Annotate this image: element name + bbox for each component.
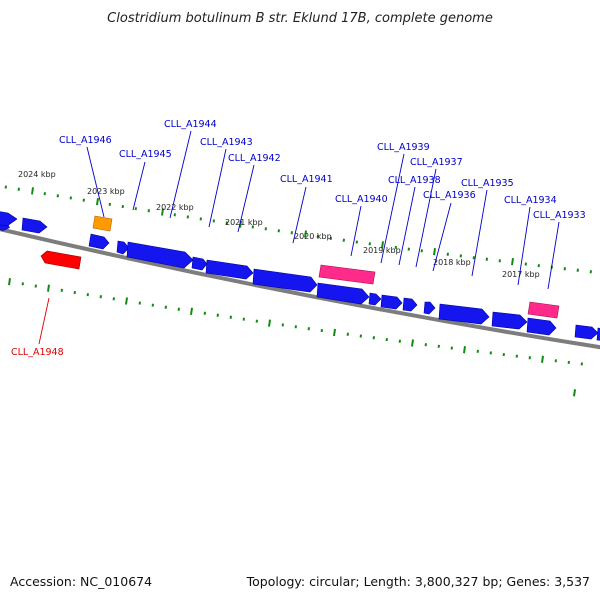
leader-line bbox=[432, 202, 452, 272]
gene-label: CLL_A1944 bbox=[164, 119, 217, 130]
leader-line bbox=[415, 168, 437, 268]
gene-cds bbox=[526, 317, 557, 336]
leader-line bbox=[398, 186, 416, 266]
gene-cds bbox=[116, 240, 130, 255]
scale-labels: 2024 kbp 2023 kbp 2022 kbp 2021 kbp 2020… bbox=[18, 170, 540, 279]
inner-minor-ticks bbox=[21, 282, 583, 366]
gene-cds bbox=[574, 324, 599, 340]
reverse-strand-features bbox=[40, 250, 82, 270]
leader-line bbox=[350, 205, 362, 257]
gene-cds bbox=[88, 233, 110, 250]
scale-label: 2022 kbp bbox=[156, 203, 194, 212]
gene-label: CLL_A1936 bbox=[423, 190, 476, 201]
scale-label: 2018 kbp bbox=[433, 258, 471, 267]
gene-cds bbox=[126, 241, 194, 269]
rna-features bbox=[92, 215, 560, 319]
gene-cds bbox=[491, 311, 528, 330]
map-title: Clostridium botulinum B str. Eklund 17B,… bbox=[107, 11, 493, 26]
gene-cds bbox=[380, 294, 403, 310]
gene-cds bbox=[438, 303, 490, 325]
label-leaders bbox=[86, 130, 560, 290]
gene-labels: CLL_A1946 CLL_A1945 CLL_A1944 CLL_A1943 … bbox=[11, 119, 586, 358]
leader-line bbox=[380, 153, 405, 264]
inner-tick-track bbox=[8, 278, 583, 397]
leader-line bbox=[132, 161, 146, 211]
leader-line bbox=[517, 206, 531, 286]
leader-line bbox=[86, 146, 105, 218]
gene-cds bbox=[368, 292, 382, 306]
scale-label: 2024 kbp bbox=[18, 170, 56, 179]
scale-label: 2023 kbp bbox=[87, 187, 125, 196]
gene-cds bbox=[423, 301, 436, 315]
gene-label: CLL_A1933 bbox=[533, 210, 586, 221]
leader-line bbox=[208, 148, 227, 228]
gene-cds bbox=[596, 327, 600, 341]
scale-label: 2019 kbp bbox=[363, 246, 401, 255]
pseudo-feature bbox=[40, 250, 82, 270]
gene-label: CLL_A1938 bbox=[388, 175, 441, 186]
gene-label: CLL_A1934 bbox=[504, 195, 557, 206]
scale-label: 2020 kbp bbox=[294, 232, 332, 241]
gene-label: CLL_A1939 bbox=[377, 142, 430, 153]
accession-text: Accession: NC_010674 bbox=[10, 574, 152, 589]
inner-major-ticks bbox=[8, 278, 576, 397]
leader-line bbox=[547, 221, 560, 290]
leader-line-reverse bbox=[38, 297, 50, 345]
gene-cds bbox=[205, 259, 254, 280]
gene-cds bbox=[402, 297, 418, 312]
rna-feature bbox=[527, 301, 560, 319]
gene-cds bbox=[191, 256, 208, 271]
gene-label: CLL_A1935 bbox=[461, 178, 514, 189]
gene-label: CLL_A1946 bbox=[59, 135, 112, 146]
gene-cds bbox=[316, 282, 370, 305]
gene-label: CLL_A1945 bbox=[119, 149, 172, 160]
leader-line bbox=[292, 186, 307, 244]
gene-label: CLL_A1943 bbox=[200, 137, 253, 148]
leader-line bbox=[237, 164, 255, 233]
outer-minor-ticks bbox=[4, 185, 592, 274]
rna-feature bbox=[92, 215, 113, 232]
gene-cds bbox=[0, 211, 18, 227]
gene-label: CLL_A1941 bbox=[280, 174, 333, 185]
genome-backbone bbox=[0, 227, 600, 350]
scale-label: 2017 kbp bbox=[502, 270, 540, 279]
gene-label: CLL_A1942 bbox=[228, 153, 281, 164]
gene-cds bbox=[252, 268, 318, 293]
leader-line bbox=[169, 130, 192, 219]
forward-strand-features bbox=[0, 211, 600, 341]
outer-tick-track bbox=[4, 185, 592, 274]
gene-label: CLL_A1937 bbox=[410, 157, 463, 168]
gene-cds bbox=[21, 217, 48, 234]
leader-line bbox=[471, 189, 488, 277]
gene-label: CLL_A1948 bbox=[11, 347, 64, 358]
gene-label: CLL_A1940 bbox=[335, 194, 388, 205]
genome-summary: Topology: circular; Length: 3,800,327 bp… bbox=[246, 574, 590, 589]
scale-label: 2021 kbp bbox=[225, 218, 263, 227]
rna-feature bbox=[318, 264, 376, 285]
